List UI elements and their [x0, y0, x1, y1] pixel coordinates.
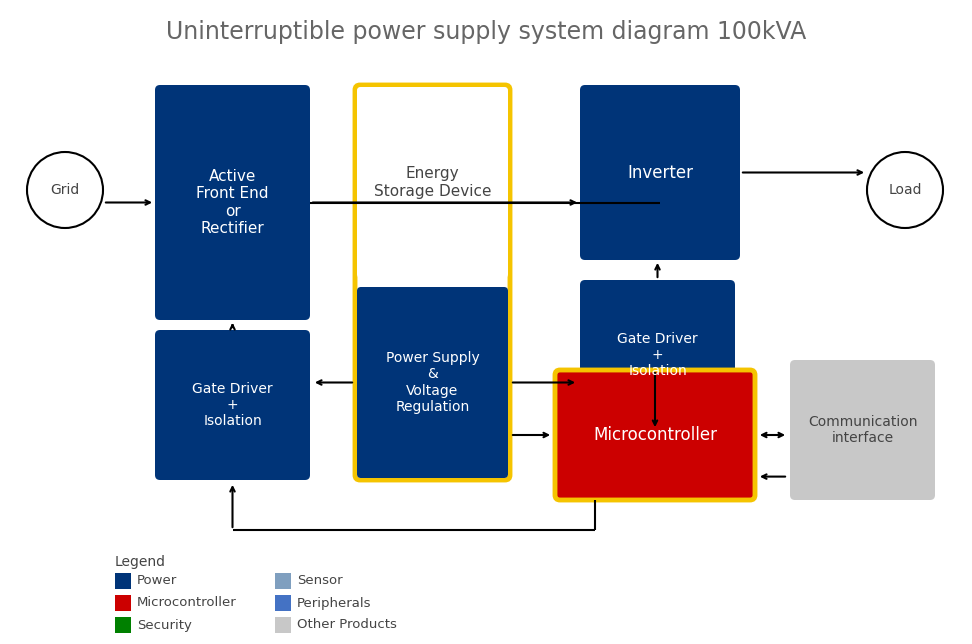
- FancyBboxPatch shape: [790, 360, 935, 500]
- Text: Uninterruptible power supply system diagram 100kVA: Uninterruptible power supply system diag…: [166, 20, 806, 44]
- Circle shape: [867, 152, 943, 228]
- Text: Load: Load: [888, 183, 921, 197]
- FancyBboxPatch shape: [580, 280, 735, 430]
- Text: Power Supply
&
Voltage
Regulation: Power Supply & Voltage Regulation: [386, 351, 479, 414]
- Text: Peripherals: Peripherals: [297, 596, 371, 609]
- FancyBboxPatch shape: [155, 330, 310, 480]
- Text: Gate Driver
+
Isolation: Gate Driver + Isolation: [192, 382, 273, 428]
- FancyBboxPatch shape: [275, 573, 291, 589]
- FancyBboxPatch shape: [357, 287, 508, 478]
- FancyBboxPatch shape: [580, 85, 740, 260]
- FancyBboxPatch shape: [275, 595, 291, 611]
- FancyBboxPatch shape: [357, 87, 508, 278]
- FancyBboxPatch shape: [355, 85, 510, 480]
- Text: Active
Front End
or
Rectifier: Active Front End or Rectifier: [196, 169, 268, 236]
- Text: Microcontroller: Microcontroller: [593, 426, 717, 444]
- Text: Energy
Storage Device: Energy Storage Device: [374, 166, 491, 199]
- Text: Power: Power: [137, 574, 177, 587]
- Text: Sensor: Sensor: [297, 574, 342, 587]
- Text: Legend: Legend: [115, 555, 166, 569]
- FancyBboxPatch shape: [155, 85, 310, 320]
- Text: Security: Security: [137, 618, 191, 632]
- Text: Microcontroller: Microcontroller: [137, 596, 237, 609]
- FancyBboxPatch shape: [115, 573, 131, 589]
- Text: Communication
interface: Communication interface: [808, 415, 918, 445]
- Text: Other Products: Other Products: [297, 618, 397, 632]
- FancyBboxPatch shape: [115, 617, 131, 633]
- FancyBboxPatch shape: [275, 617, 291, 633]
- Circle shape: [27, 152, 103, 228]
- FancyBboxPatch shape: [555, 370, 755, 500]
- Text: Grid: Grid: [51, 183, 80, 197]
- Text: Inverter: Inverter: [627, 164, 693, 182]
- Text: Gate Driver
+
Isolation: Gate Driver + Isolation: [617, 332, 698, 378]
- FancyBboxPatch shape: [115, 595, 131, 611]
